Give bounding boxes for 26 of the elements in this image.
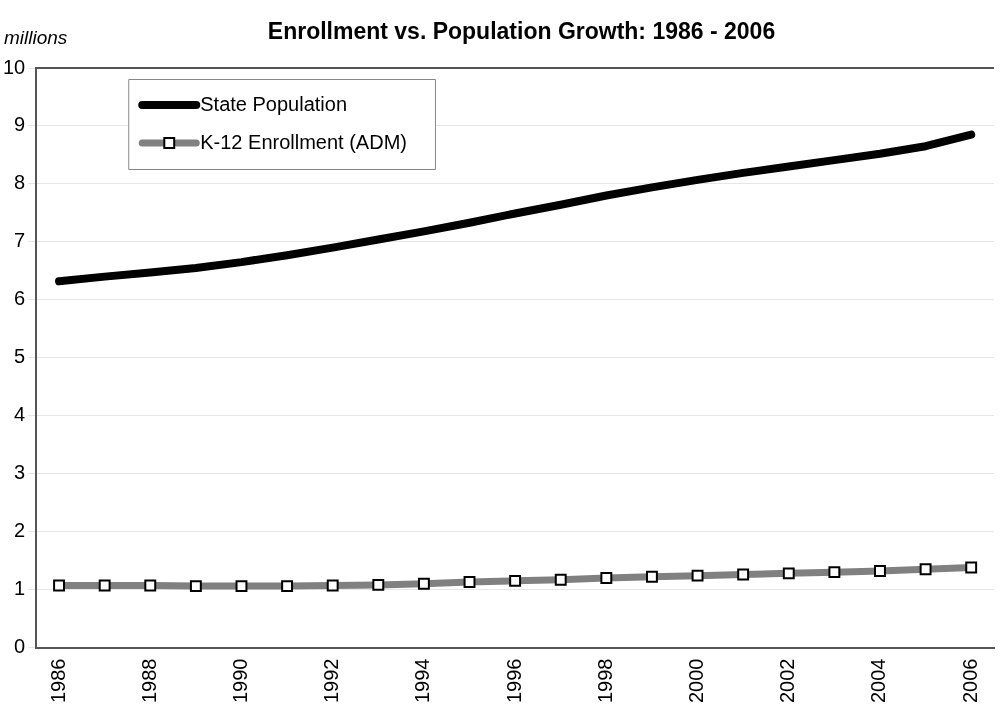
y-tick-label: 8	[14, 171, 26, 194]
legend-label: State Population	[200, 92, 348, 115]
x-tick-label: 2000	[685, 658, 708, 704]
chart-title: Enrollment vs. Population Growth: 1986 - 2006	[267, 18, 776, 44]
y-tick-label: 0	[14, 635, 26, 658]
y-tick-label: 3	[14, 461, 26, 484]
x-tick-label: 1996	[502, 658, 525, 704]
x-tick-label: 1990	[228, 658, 251, 704]
x-tick-label: 1986	[46, 658, 69, 704]
y-axis-title: millions	[4, 27, 68, 49]
y-tick-label: 4	[14, 403, 26, 426]
y-tick-label: 7	[14, 229, 26, 252]
x-tick-label: 2006	[958, 658, 981, 704]
x-tick-label: 1998	[593, 658, 616, 704]
x-tick-label: 2004	[867, 658, 890, 704]
x-tick-label: 2002	[776, 658, 799, 704]
y-tick-label: 10	[3, 55, 26, 78]
y-tick-label: 2	[14, 519, 26, 542]
legend-label: K-12 Enrollment (ADM)	[200, 130, 407, 153]
x-tick-label: 1992	[320, 658, 343, 704]
x-tick-label: 1994	[411, 658, 434, 704]
y-tick-label: 5	[14, 345, 26, 368]
x-tick-label: 1988	[137, 658, 160, 704]
y-tick-label: 1	[14, 577, 26, 600]
y-tick-label: 9	[14, 113, 26, 136]
y-tick-label: 6	[14, 287, 26, 310]
